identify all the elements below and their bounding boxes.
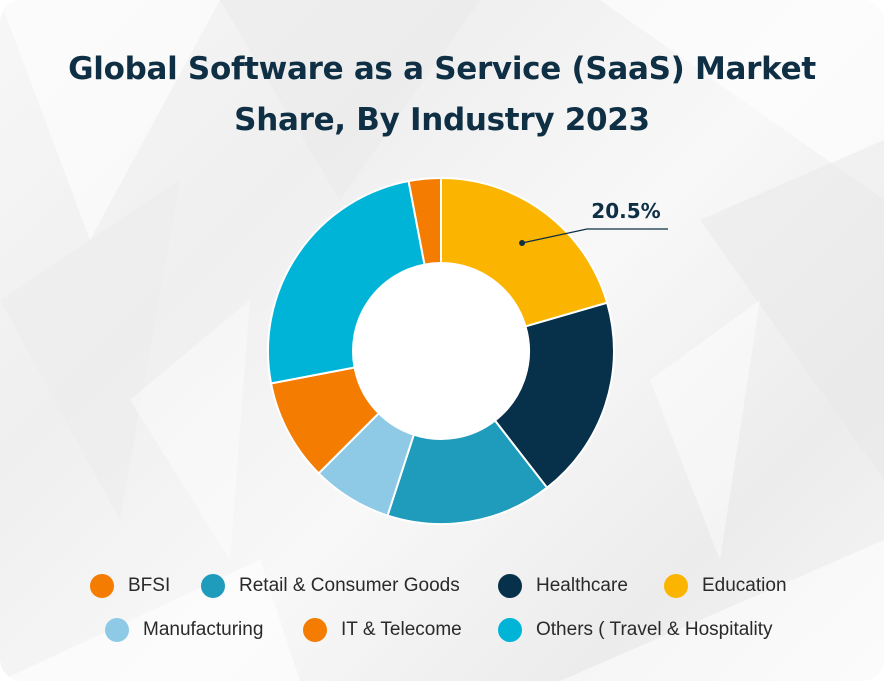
callout-leader-line bbox=[521, 228, 668, 244]
callout-dot bbox=[519, 240, 526, 247]
chart-title-line-1: Global Software as a Service (SaaS) Mark… bbox=[68, 51, 816, 87]
slice-education bbox=[440, 176, 609, 328]
chart-title-line-2: Share, By Industry 2023 bbox=[234, 102, 650, 138]
data-label-education: 20.5% bbox=[591, 199, 660, 223]
donut-hole bbox=[353, 263, 529, 439]
chart-title: Global Software as a Service (SaaS) Mark… bbox=[60, 44, 824, 146]
